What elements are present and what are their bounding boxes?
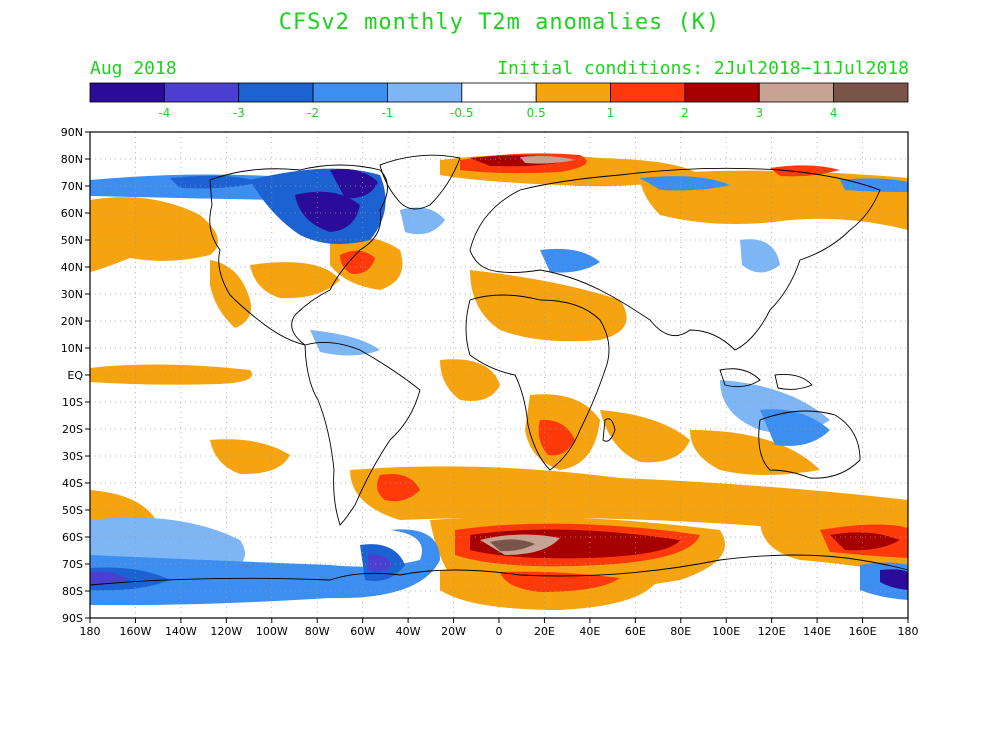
colorbar-swatch bbox=[238, 82, 314, 103]
lon-label: 0 bbox=[496, 625, 503, 638]
lon-label: 100E bbox=[712, 625, 740, 638]
cool-anomaly-region bbox=[90, 571, 130, 586]
cool-anomaly-region bbox=[840, 178, 908, 192]
lat-label: 80N bbox=[61, 153, 83, 166]
cool-anomaly-region bbox=[640, 176, 730, 191]
lon-label: 180 bbox=[898, 625, 919, 638]
lat-label: 60S bbox=[62, 531, 83, 544]
lon-label: 60E bbox=[625, 625, 646, 638]
colorbar-swatch bbox=[89, 82, 165, 103]
colorbar-label: -2 bbox=[307, 106, 319, 120]
lon-label: 140E bbox=[803, 625, 831, 638]
warm-anomaly-region bbox=[690, 430, 820, 475]
lat-label: EQ bbox=[67, 369, 83, 382]
lon-label: 100W bbox=[256, 625, 288, 638]
init-conditions-label: Initial conditions: 2Jul2018−11Jul2018 bbox=[497, 58, 909, 79]
colorbar-label: 1 bbox=[607, 106, 615, 120]
lon-label: 40E bbox=[579, 625, 600, 638]
lat-label: 90S bbox=[62, 612, 83, 625]
lat-label: 40S bbox=[62, 477, 83, 490]
colorbar-swatch bbox=[535, 82, 611, 103]
cool-anomaly-region bbox=[760, 409, 830, 446]
cool-anomaly-region bbox=[170, 175, 260, 189]
lat-label: 90N bbox=[61, 126, 83, 139]
lon-label: 80E bbox=[670, 625, 691, 638]
lon-label: 180 bbox=[80, 625, 101, 638]
colorbar-swatch bbox=[758, 82, 835, 103]
lat-label: 70S bbox=[62, 558, 83, 571]
lon-label: 40W bbox=[396, 625, 421, 638]
colorbar-label: 0.5 bbox=[527, 106, 546, 120]
lat-label: 80S bbox=[62, 585, 83, 598]
lon-label: 140W bbox=[165, 625, 197, 638]
warm-anomaly-region bbox=[600, 410, 690, 463]
lat-label: 20N bbox=[61, 315, 83, 328]
lon-label: 80W bbox=[305, 625, 330, 638]
valid-month-label: Aug 2018 bbox=[90, 58, 177, 79]
cool-anomaly-region bbox=[295, 191, 360, 232]
extreme-warm-core bbox=[830, 532, 900, 551]
cool-anomaly-region bbox=[740, 239, 780, 273]
lon-label: 20E bbox=[534, 625, 555, 638]
lat-label: 40N bbox=[61, 261, 83, 274]
colorbar-swatch bbox=[312, 82, 388, 103]
warm-anomaly-region bbox=[90, 364, 252, 385]
lat-label: 70N bbox=[61, 180, 83, 193]
strong-warm-core bbox=[376, 474, 420, 502]
map-title: CFSv2 monthly T2m anomalies (K) bbox=[278, 10, 721, 35]
map-gridlines bbox=[90, 132, 908, 618]
lat-label: 50N bbox=[61, 234, 83, 247]
colorbar-swatch bbox=[833, 82, 909, 103]
strong-warm-core bbox=[340, 250, 375, 275]
longitude-labels: 180 160W 140W 120W 100W 80W 60W 40W 20W 0 20E 40E 60… bbox=[80, 618, 919, 638]
lat-label: 50S bbox=[62, 504, 83, 517]
lat-label: 10N bbox=[61, 342, 83, 355]
cool-anomaly-region bbox=[310, 330, 380, 356]
lon-label: 120E bbox=[758, 625, 786, 638]
colorbar-label: 4 bbox=[830, 106, 838, 120]
cool-anomaly-region bbox=[540, 248, 600, 273]
cool-anomaly-region bbox=[368, 554, 392, 572]
lon-label: 120W bbox=[210, 625, 242, 638]
warm-anomaly-region bbox=[440, 359, 500, 401]
lat-label: 30S bbox=[62, 450, 83, 463]
colorbar-swatch bbox=[163, 82, 240, 103]
cool-anomaly-region bbox=[400, 207, 445, 235]
colorbar-label: 3 bbox=[755, 106, 763, 120]
warm-anomaly-region bbox=[210, 439, 290, 475]
colorbar-label: 2 bbox=[681, 106, 689, 120]
coastlines bbox=[89, 154, 909, 586]
cool-anomaly-region bbox=[880, 569, 908, 590]
lat-label: 20S bbox=[62, 423, 83, 436]
warm-anomaly-region bbox=[250, 262, 340, 299]
extreme-warm-core bbox=[520, 156, 575, 164]
lon-label: 160W bbox=[120, 625, 152, 638]
lat-label: 10S bbox=[62, 396, 83, 409]
colorbar-label: -0.5 bbox=[450, 106, 473, 120]
warm-anomaly-region bbox=[470, 270, 627, 342]
map-area bbox=[89, 131, 909, 619]
strong-warm-core bbox=[500, 571, 620, 592]
colorbar-label: -4 bbox=[158, 106, 170, 120]
lon-label: 20W bbox=[441, 625, 466, 638]
colorbar-label: -3 bbox=[233, 106, 245, 120]
lat-label: 30N bbox=[61, 288, 83, 301]
cool-anomaly-region bbox=[90, 529, 440, 606]
lon-label: 60W bbox=[350, 625, 375, 638]
lon-label: 160E bbox=[849, 625, 877, 638]
colorbar-swatch bbox=[461, 82, 537, 103]
cool-anomaly-region bbox=[330, 168, 378, 199]
colorbar-swatch bbox=[684, 82, 760, 103]
colorbar-swatch bbox=[610, 82, 686, 103]
colorbar-label: -1 bbox=[381, 106, 393, 120]
colorbar: -4 -3 -2 -1 -0.5 0.5 1 2 3 4 bbox=[89, 82, 909, 120]
colorbar-swatch bbox=[387, 82, 463, 103]
lat-label: 60N bbox=[61, 207, 83, 220]
warm-anomaly-region bbox=[90, 197, 218, 272]
strong-warm-core bbox=[770, 165, 840, 177]
extreme-warm-core bbox=[490, 539, 535, 552]
latitude-labels: 90N 80N 70N 60N 50N 40N 30N 20N 10N EQ 10S 20S 30S 40… bbox=[61, 126, 90, 625]
